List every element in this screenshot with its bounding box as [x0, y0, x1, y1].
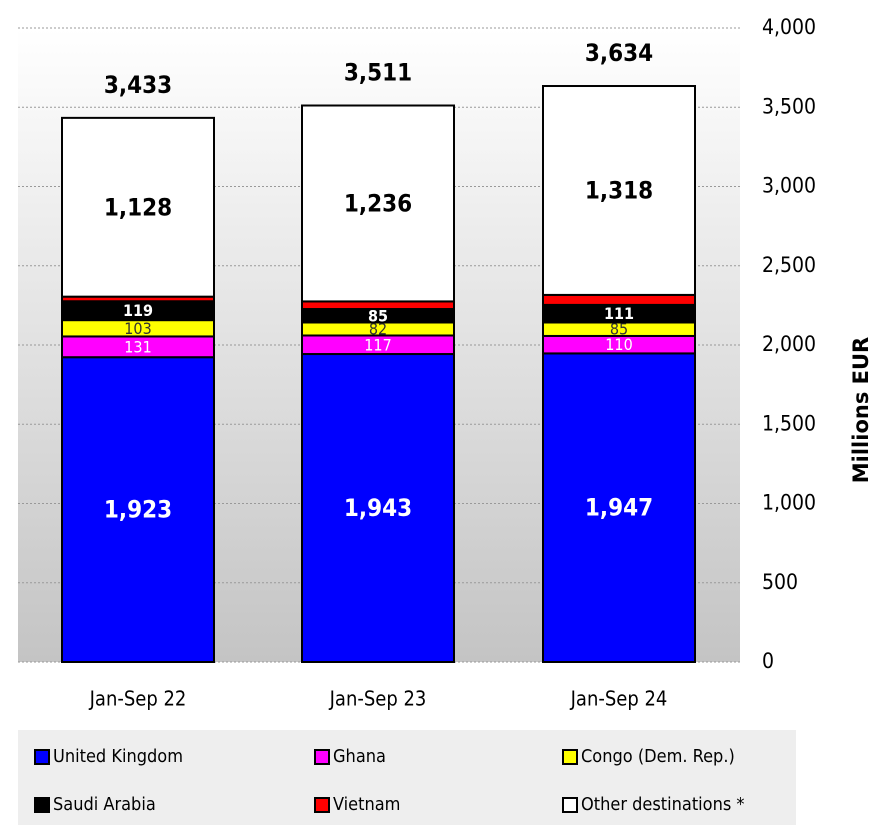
- value-label: 1,236: [344, 189, 412, 217]
- legend-label: Saudi Arabia: [53, 794, 156, 815]
- value-label: 119: [123, 301, 153, 320]
- value-label: 117: [364, 335, 391, 354]
- legend-swatch: [562, 797, 578, 813]
- y-tick-label: 4,000: [762, 15, 816, 39]
- total-label: 3,433: [104, 71, 172, 99]
- legend-label: United Kingdom: [53, 746, 183, 767]
- value-label: 103: [124, 319, 151, 338]
- total-label: 3,511: [344, 59, 412, 87]
- y-tick-label: 1,000: [762, 491, 816, 515]
- value-label: 1,923: [104, 496, 172, 524]
- bar-segment: [61, 116, 215, 298]
- value-label: 111: [604, 304, 634, 323]
- y-tick-label: 2,000: [762, 332, 816, 356]
- legend-swatch: [314, 797, 330, 813]
- bar-segment: [542, 352, 696, 663]
- bar-segment: [301, 104, 455, 303]
- value-label: 110: [605, 335, 632, 354]
- y-tick-label: 3,000: [762, 174, 816, 198]
- value-label: 82: [369, 319, 387, 338]
- legend-label: Congo (Dem. Rep.): [581, 746, 735, 767]
- legend-swatch: [34, 749, 50, 765]
- x-tick-label: Jan-Sep 23: [329, 687, 427, 711]
- y-tick-label: 2,500: [762, 253, 816, 277]
- legend-box: [18, 730, 796, 825]
- value-label: 85: [368, 306, 388, 325]
- bar-segment: [61, 356, 215, 663]
- y-axis-label: Millions EUR: [849, 337, 873, 483]
- value-label: 1,943: [344, 494, 412, 522]
- bar-segment: [301, 353, 455, 663]
- y-tick-label: 1,500: [762, 411, 816, 435]
- bar-segment: [301, 300, 455, 311]
- value-label: 1,318: [585, 176, 653, 204]
- value-label: 1,947: [585, 494, 653, 522]
- legend-label: Vietnam: [333, 794, 400, 815]
- legend-label: Other destinations *: [581, 794, 745, 815]
- y-tick-label: 500: [762, 570, 798, 594]
- x-tick-label: Jan-Sep 24: [570, 687, 668, 711]
- bar-segment: [542, 85, 696, 296]
- legend-swatch: [314, 749, 330, 765]
- legend-swatch: [562, 749, 578, 765]
- value-label: 85: [610, 320, 628, 339]
- value-label: 1,128: [104, 193, 172, 221]
- x-tick-label: Jan-Sep 22: [89, 687, 187, 711]
- y-tick-label: 3,500: [762, 94, 816, 118]
- value-label: 131: [124, 337, 151, 356]
- bar-segment: [542, 293, 696, 306]
- total-label: 3,634: [585, 39, 653, 67]
- legend-label: Ghana: [333, 746, 386, 767]
- legend-swatch: [34, 797, 50, 813]
- y-tick-label: 0: [762, 649, 774, 673]
